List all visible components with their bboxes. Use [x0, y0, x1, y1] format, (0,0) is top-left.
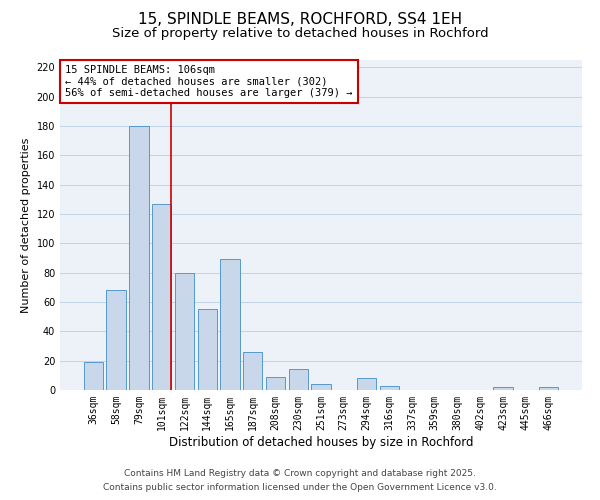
Bar — [380, 386, 399, 390]
Bar — [311, 384, 331, 390]
X-axis label: Distribution of detached houses by size in Rochford: Distribution of detached houses by size … — [169, 436, 473, 448]
Bar — [539, 387, 558, 390]
Bar — [220, 260, 239, 390]
Bar — [129, 126, 149, 390]
Bar — [152, 204, 172, 390]
Bar — [266, 377, 285, 390]
Bar — [289, 370, 308, 390]
Bar — [84, 362, 103, 390]
Text: Contains HM Land Registry data © Crown copyright and database right 2025.: Contains HM Land Registry data © Crown c… — [124, 468, 476, 477]
Y-axis label: Number of detached properties: Number of detached properties — [21, 138, 31, 312]
Bar — [106, 290, 126, 390]
Text: Contains public sector information licensed under the Open Government Licence v3: Contains public sector information licen… — [103, 484, 497, 492]
Text: Size of property relative to detached houses in Rochford: Size of property relative to detached ho… — [112, 28, 488, 40]
Bar — [493, 387, 513, 390]
Bar — [197, 310, 217, 390]
Bar — [175, 272, 194, 390]
Bar — [357, 378, 376, 390]
Bar — [243, 352, 262, 390]
Text: 15 SPINDLE BEAMS: 106sqm
← 44% of detached houses are smaller (302)
56% of semi-: 15 SPINDLE BEAMS: 106sqm ← 44% of detach… — [65, 65, 353, 98]
Text: 15, SPINDLE BEAMS, ROCHFORD, SS4 1EH: 15, SPINDLE BEAMS, ROCHFORD, SS4 1EH — [138, 12, 462, 28]
